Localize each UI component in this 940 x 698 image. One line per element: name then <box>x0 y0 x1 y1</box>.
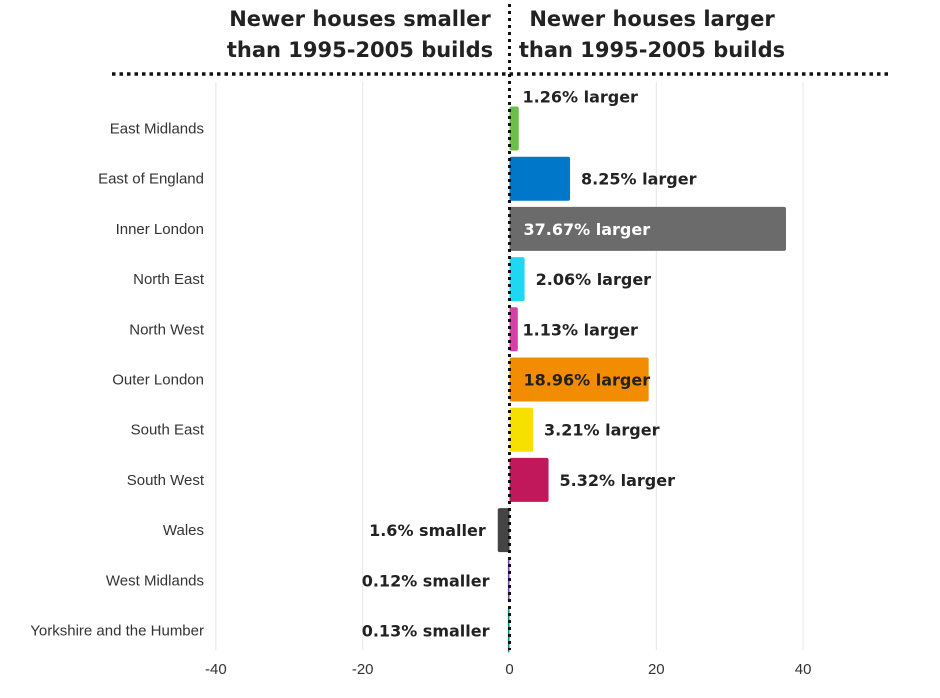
data-label: 5.32% larger <box>560 471 676 490</box>
bar <box>509 457 549 502</box>
bars <box>497 106 786 653</box>
x-tick-label: 40 <box>795 661 812 678</box>
gridlines <box>215 82 804 650</box>
x-tick-label: -40 <box>205 661 227 678</box>
header-left-line-2: than 1995-2005 builds <box>227 38 493 62</box>
data-labels: 1.26% larger 8.25% larger 37.67% larger 2.0… <box>362 88 697 641</box>
data-label: 3.21% larger <box>544 421 660 440</box>
category-label: East Midlands <box>110 121 204 138</box>
x-tick-label: 20 <box>648 661 665 678</box>
category-label: West Midlands <box>106 572 204 589</box>
category-label: Wales <box>163 522 204 539</box>
category-label: East of England <box>98 171 204 188</box>
header-right-line-2: than 1995-2005 builds <box>519 38 785 62</box>
bar <box>509 106 519 151</box>
bar <box>509 257 525 302</box>
category-label: South East <box>131 422 205 439</box>
data-label: 1.6% smaller <box>369 521 486 540</box>
bar <box>509 407 534 452</box>
x-tick-label: 0 <box>505 661 513 678</box>
category-label: Inner London <box>116 221 204 238</box>
header-right-line-1: Newer houses larger <box>529 7 775 31</box>
x-tick-label: -20 <box>352 661 374 678</box>
category-label: South West <box>127 472 205 489</box>
header-right: Newer houses larger than 1995-2005 build… <box>519 7 785 62</box>
category-label: North West <box>129 321 205 338</box>
data-label: 0.13% smaller <box>362 622 490 641</box>
data-label: 1.26% larger <box>523 88 639 107</box>
data-label: 1.13% larger <box>523 320 639 339</box>
bar <box>509 307 518 352</box>
category-label: Outer London <box>112 372 204 389</box>
bar <box>497 508 510 553</box>
category-label: Yorkshire and the Humber <box>30 623 204 640</box>
category-labels: East Midlands East of England Inner London… <box>30 121 205 640</box>
bar <box>509 156 571 201</box>
data-label: 0.12% smaller <box>362 571 490 590</box>
header-left: Newer houses smaller than 1995-2005 buil… <box>227 7 493 62</box>
header-left-line-1: Newer houses smaller <box>229 7 491 31</box>
category-label: North East <box>133 271 205 288</box>
data-label: 37.67% larger <box>524 220 651 239</box>
bar <box>509 206 786 251</box>
x-tick-labels: -40 -20 0 20 40 <box>205 661 811 678</box>
data-label: 18.96% larger <box>524 371 651 390</box>
bar <box>509 357 649 402</box>
data-label: 8.25% larger <box>581 170 697 189</box>
data-label: 2.06% larger <box>536 270 652 289</box>
